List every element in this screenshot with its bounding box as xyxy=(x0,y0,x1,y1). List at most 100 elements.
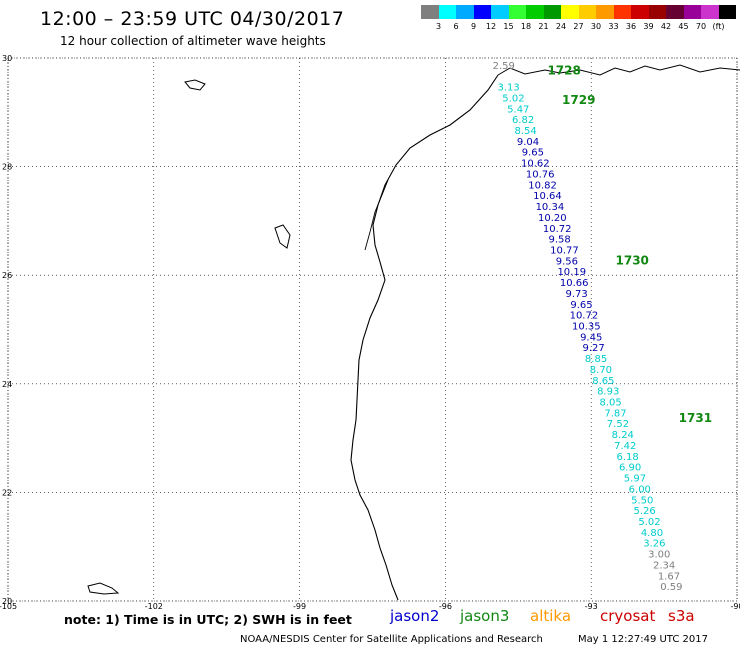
swh-value: 5.50 xyxy=(631,495,653,506)
lon-tick-label: -90 xyxy=(730,602,740,610)
swh-value: 8.93 xyxy=(597,387,619,398)
swh-value: 7.52 xyxy=(607,419,629,430)
lat-tick-label: 20 xyxy=(2,597,12,606)
swh-value: 10.66 xyxy=(560,278,589,289)
swh-value: 9.56 xyxy=(556,256,578,267)
orbit-number: 1731 xyxy=(679,411,712,425)
color-scale-cell xyxy=(596,5,614,19)
color-scale-label: 33 xyxy=(608,22,619,31)
color-scale-label: 3 xyxy=(435,22,442,31)
swh-value: 8.85 xyxy=(585,354,607,365)
inland-lake xyxy=(274,224,291,249)
lake-sw xyxy=(87,582,120,595)
color-scale-cell xyxy=(543,5,561,19)
coastline xyxy=(87,64,740,601)
swh-value: 7.42 xyxy=(614,441,636,452)
color-scale-label: 27 xyxy=(573,22,584,31)
color-scale-label: 45 xyxy=(678,22,689,31)
color-scale-cell xyxy=(561,5,579,19)
swh-value: 6.90 xyxy=(619,463,641,474)
color-scale-label: 39 xyxy=(643,22,654,31)
color-scale-cell xyxy=(473,5,491,19)
swh-value: 9.65 xyxy=(570,300,592,311)
swh-value: 8.05 xyxy=(600,398,622,409)
color-scale-label: 21 xyxy=(538,22,549,31)
swh-value: 5.26 xyxy=(634,506,656,517)
swh-value: 10.82 xyxy=(528,180,557,191)
color-scale-label: 6 xyxy=(453,22,459,31)
swh-value: 5.02 xyxy=(638,517,660,528)
legend-altika: altika xyxy=(530,607,572,625)
swh-value: 10.62 xyxy=(521,159,550,170)
color-scale-cell xyxy=(701,5,719,19)
color-scale-legend: 3 6 9 12 15 18 21 24 27 30 33 36 39 42 45 70 (ft) xyxy=(421,5,736,31)
swh-value: 8.65 xyxy=(592,376,614,387)
lat-tick-label: 28 xyxy=(2,163,12,172)
orbit-labels: 1728 1729 1730 1731 xyxy=(547,63,712,425)
swh-value: 5.47 xyxy=(507,104,529,115)
generated-timestamp: May 1 12:27:49 UTC 2017 xyxy=(578,634,708,645)
color-scale-label: (ft) xyxy=(712,22,725,31)
color-scale-label: 15 xyxy=(503,22,514,31)
map-frame xyxy=(7,57,738,602)
color-scale-cell xyxy=(683,5,701,19)
color-scale-label: 24 xyxy=(555,22,567,31)
swh-value: 8.54 xyxy=(514,126,536,137)
legend-jason3: jason3 xyxy=(460,607,510,625)
swh-value: 2.59 xyxy=(493,61,515,72)
lat-tick-label: 30 xyxy=(2,54,12,63)
color-scale-label: 42 xyxy=(660,22,672,31)
color-scale-label: 9 xyxy=(470,22,477,31)
lon-tick-label: -99 xyxy=(293,602,306,610)
orbit-number: 1730 xyxy=(616,253,649,267)
color-scale-label: 70 xyxy=(695,22,707,31)
altimeter-map: 30 28 26 24 22 20-105 -102 -99 -96 -93 -90 2.59 3.1… xyxy=(0,54,740,610)
color-scale-label: 30 xyxy=(590,22,602,31)
swh-value: 5.97 xyxy=(624,474,646,485)
color-scale-label: 12 xyxy=(485,22,497,31)
units-note: note: 1) Time is in UTC; 2) SWH is in fe… xyxy=(64,612,352,627)
swh-value: 10.72 xyxy=(570,311,599,322)
lon-tick-label: -93 xyxy=(585,602,598,610)
lat-tick-label: 22 xyxy=(2,488,12,497)
swh-value: 10.20 xyxy=(538,213,567,224)
swh-value: 1.67 xyxy=(658,571,680,582)
color-scale-cell xyxy=(456,5,474,19)
swh-value: 3.26 xyxy=(643,539,665,550)
swh-value: 10.35 xyxy=(572,322,601,333)
coast-north-east xyxy=(497,64,740,76)
color-scale-cell xyxy=(631,5,649,19)
color-scale-cell xyxy=(666,5,684,19)
orbit-number: 1728 xyxy=(547,63,580,77)
swh-value: 9.04 xyxy=(517,137,539,148)
swh-value: 6.00 xyxy=(629,484,651,495)
barrier-island xyxy=(364,179,389,251)
swh-value: 3.00 xyxy=(648,550,670,561)
swh-value: 10.64 xyxy=(533,191,562,202)
color-scale-cell xyxy=(438,5,456,19)
map-subtitle: 12 hour collection of altimeter wave hei… xyxy=(60,34,326,48)
lat-lon-grid: 30 28 26 24 22 20-105 -102 -99 -96 -93 -90 xyxy=(0,54,740,610)
swh-value: 4.80 xyxy=(641,528,663,539)
wave-height-track: 2.593.135.025.476.828.549.049.6510.6210.… xyxy=(493,61,683,593)
color-scale-cell xyxy=(526,5,544,19)
swh-value: 7.87 xyxy=(604,408,626,419)
swh-value: 9.58 xyxy=(548,235,570,246)
color-scale-cell xyxy=(648,5,666,19)
lon-tick-label: -102 xyxy=(145,602,163,610)
color-scale-cell xyxy=(578,5,596,19)
lat-tick-label: 26 xyxy=(2,271,12,280)
swh-value: 6.82 xyxy=(512,115,534,126)
map-title: 12:00 – 23:59 UTC 04/30/2017 xyxy=(40,8,345,30)
swh-value: 10.34 xyxy=(536,202,565,213)
legend-jason2: jason2 xyxy=(390,607,440,625)
swh-value: 9.45 xyxy=(580,332,602,343)
swh-value: 8.70 xyxy=(590,365,612,376)
swh-value: 3.13 xyxy=(497,83,519,94)
swh-value: 5.02 xyxy=(502,93,524,104)
legend-s3a: s3a xyxy=(668,607,695,625)
orbit-number: 1729 xyxy=(562,93,595,107)
swh-value: 9.65 xyxy=(522,148,544,159)
legend-cryosat: cryosat xyxy=(600,607,656,625)
credit-line: NOAA/NESDIS Center for Satellite Applica… xyxy=(240,634,543,645)
